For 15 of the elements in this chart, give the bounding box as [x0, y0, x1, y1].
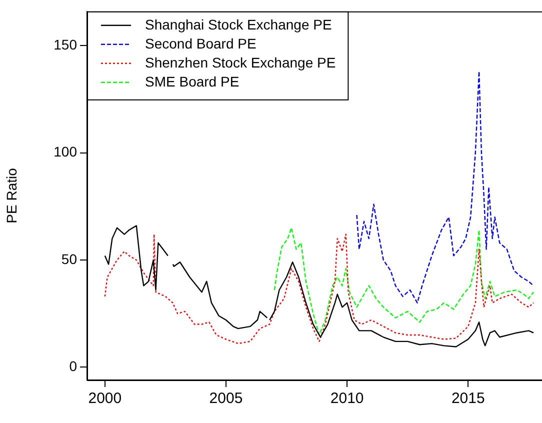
y-tick-label: 150	[54, 36, 78, 53]
y-tick-label: 100	[54, 144, 78, 160]
legend-label: SME Board PE	[145, 73, 240, 90]
x-tick-label: 2005	[209, 390, 243, 408]
line-series	[274, 227, 534, 336]
legend-label: Shanghai Stock Exchange PE	[145, 16, 332, 32]
legend-label: Second Board PE	[145, 35, 256, 52]
y-axis-title: PE Ratio	[3, 168, 20, 224]
y-tick-label: 0	[69, 358, 78, 374]
legend-label: Shenzhen Stock Exchange PE	[145, 54, 336, 70]
x-tick-label: 2010	[330, 390, 364, 408]
y-tick-label: 50	[61, 250, 78, 267]
line-series	[356, 70, 534, 304]
x-tick-label: 2000	[88, 390, 122, 408]
x-tick-label: 2015	[451, 390, 485, 408]
